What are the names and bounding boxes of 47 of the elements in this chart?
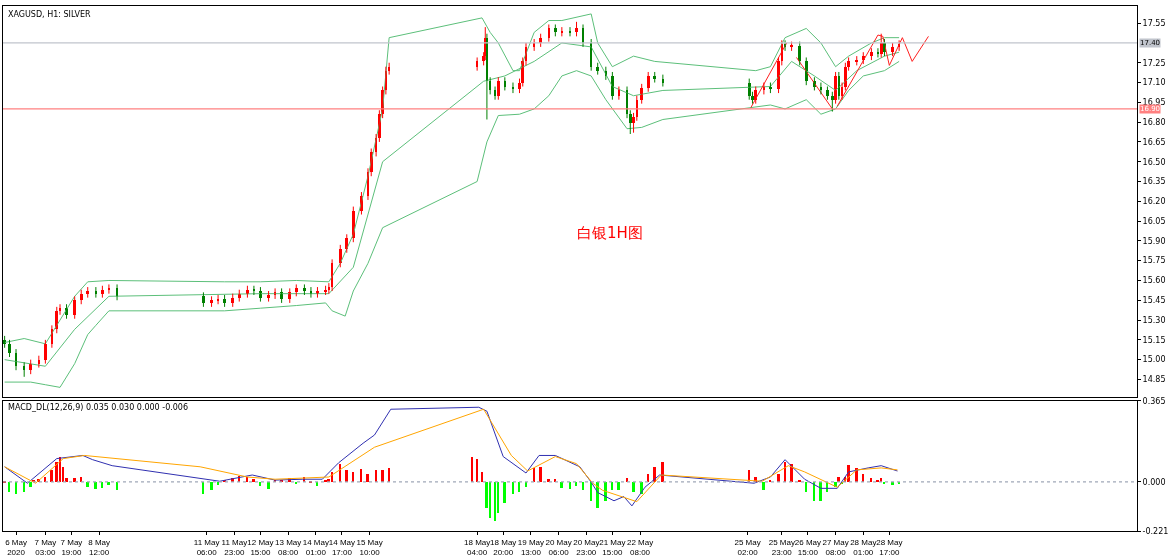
x-tick-label: 22 May 08:00 (626, 537, 654, 557)
x-tick-label: 8 May 12:00 (88, 537, 111, 557)
x-tick-label: 25 May 23:00 (768, 537, 795, 557)
x-tick-label: 28 May 17:00 (876, 537, 903, 557)
text: XAGUSD, H1: SILVER (8, 10, 92, 19)
x-tick-label: 19 May 13:00 (517, 537, 545, 557)
annotation: 白银1H图 (577, 224, 643, 242)
x-tick-label: 12 May 15:00 (247, 537, 274, 557)
y-tick-label: -0.221 (1142, 526, 1169, 536)
x-tick-label: 15 May 10:00 (356, 537, 383, 557)
x-tick-label: 7 May 03:00 (34, 537, 57, 557)
x-tick-label: 7 May 19:00 (60, 537, 83, 557)
y-tick-label: 15.15 (1142, 335, 1166, 345)
x-tick-label: 14 May 17:00 (328, 537, 356, 557)
x-tick-label: 11 May 23:00 (221, 537, 248, 557)
x-tick-label: 11 May 06:00 (193, 537, 220, 557)
x-tick-label: 28 May 01:00 (850, 537, 877, 557)
y-tick-label: 16.65 (1142, 137, 1166, 147)
y-tick-label: 16.20 (1142, 197, 1166, 207)
y-tick-label: 15.00 (1142, 355, 1166, 365)
x-tick-label: 21 May 15:00 (599, 537, 626, 557)
y-tick-label: 15.45 (1142, 296, 1166, 306)
x-tick-label: 6 May 2020 (5, 537, 27, 557)
y-tick-label: 17.10 (1142, 78, 1166, 88)
x-tick-label: 20 May 23:00 (573, 537, 600, 557)
x-tick-label: 26 May 15:00 (794, 537, 821, 557)
x-tick-label: 13 May 08:00 (275, 537, 302, 557)
y-tick-label: 16.35 (1142, 177, 1166, 187)
x-tick-label: 18 May 20:00 (490, 537, 517, 557)
y-tick-label: 15.75 (1142, 256, 1166, 266)
x-tick-label: 25 May 02:00 (734, 537, 761, 557)
x-tick-label: 27 May 08:00 (822, 537, 849, 557)
x-tick-label: 20 May 06:00 (545, 537, 572, 557)
y-tick-label: 16.50 (1142, 157, 1166, 167)
y-tick-label: 0.000 (1142, 477, 1166, 487)
chart-title: MACD_DL(12,26,9) 0.035 0.030 0.000 -0.006 (8, 403, 189, 412)
y-tick-label: 0.365 (1142, 396, 1166, 406)
y-tick-label: 15.60 (1142, 276, 1166, 286)
y-tick-label: 16.05 (1142, 216, 1166, 226)
y-tick-label: 14.85 (1142, 375, 1166, 385)
x-tick-label: 18 May 04:00 (464, 537, 491, 557)
y-tick-label: 16.80 (1142, 117, 1166, 127)
y-tick-label: 17.25 (1142, 58, 1166, 68)
y-tick-label: 15.30 (1142, 315, 1166, 325)
y-tick-label: 15.90 (1142, 236, 1166, 246)
x-tick-label: 14 May 01:00 (302, 537, 329, 557)
y-tick-label: 17.55 (1142, 18, 1166, 28)
